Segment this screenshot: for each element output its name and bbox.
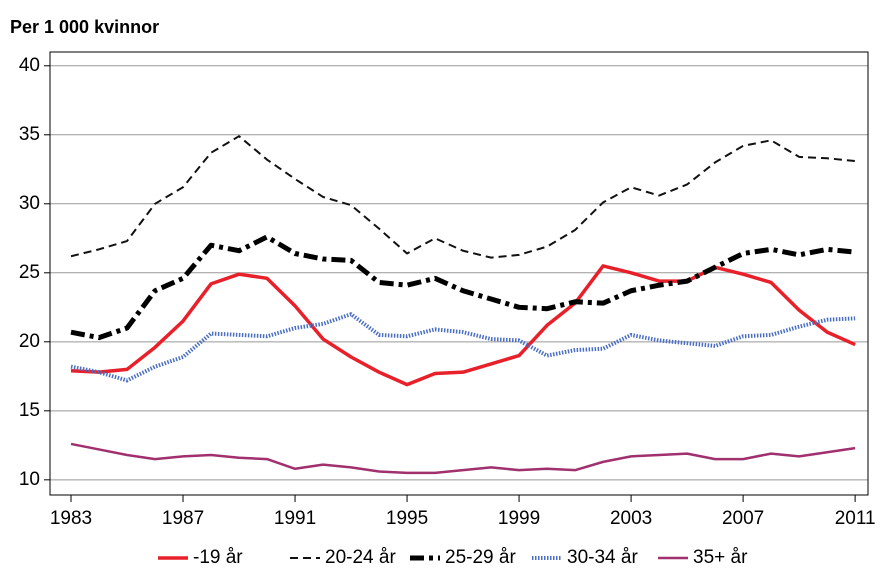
legend-label: 20-24 år [325,547,396,568]
y-tick-label: 15 [19,400,40,421]
series-line [70,135,856,259]
x-tick-label: 2003 [610,508,652,529]
legend-label: -19 år [193,547,243,568]
legend-label: 35+ år [693,547,748,568]
x-tick-label: 2007 [722,508,764,529]
legend-label: 25-29 år [445,547,516,568]
series-line [70,264,856,387]
y-tick-label: 35 [19,124,40,145]
x-tick-label: 1999 [498,508,540,529]
x-tick-label: 1995 [386,508,428,529]
x-tick-label: 2011 [835,508,876,529]
y-tick-label: 40 [19,55,40,76]
y-tick-label: 10 [19,469,40,490]
y-tick-label: 30 [19,193,40,214]
series-line [70,312,856,383]
x-tick-label: 1991 [274,508,316,529]
series-line [70,442,856,475]
x-tick-label: 1983 [50,508,92,529]
y-tick-label: 25 [19,262,40,283]
chart-title: Per 1 000 kvinnor [10,17,159,37]
plot-frame [49,51,869,496]
x-tick-label: 1987 [162,508,204,529]
series-line [70,234,856,341]
y-tick-label: 20 [19,331,40,352]
legend-label: 30-34 år [567,547,638,568]
